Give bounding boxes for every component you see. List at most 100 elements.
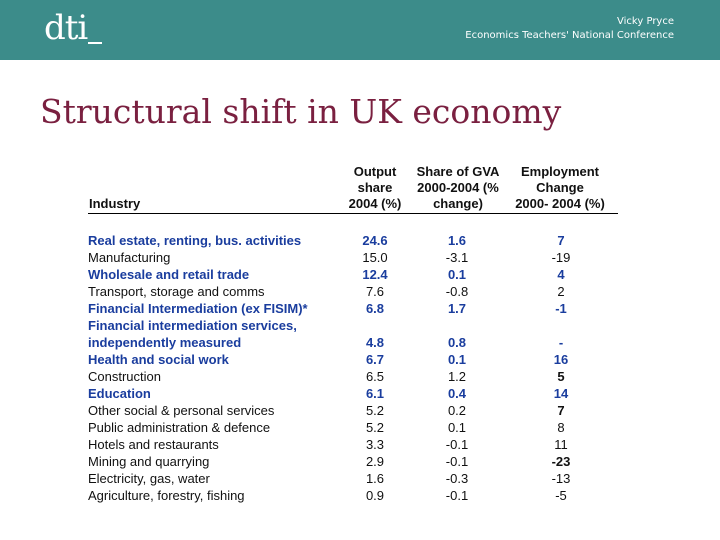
cell-employment-change [507, 317, 615, 334]
header-output-share: Output share 2004 (%) [342, 164, 408, 212]
cell-employment-change: - [558, 335, 564, 350]
header-meta: Vicky Pryce Economics Teachers' National… [465, 15, 674, 43]
cell-employment-change: 11 [554, 437, 568, 452]
table-row: Hotels and restaurants 3.3 -0.1 11 [88, 436, 618, 453]
cell-gva-change: 0.2 [447, 403, 467, 418]
cell-industry: Agriculture, forestry, fishing [88, 488, 245, 503]
event-name: Economics Teachers' National Conference [465, 30, 674, 41]
cell-employment-change: 4 [557, 267, 565, 282]
cell-industry: Electricity, gas, water [88, 471, 210, 486]
cell-industry: Mining and quarrying [88, 454, 210, 469]
cell-gva-change: 1.6 [447, 233, 467, 248]
cell-industry: Education [88, 386, 151, 401]
table-row: Public administration & defence 5.2 0.1 8 [88, 419, 618, 436]
cell-output-share: 12.4 [362, 267, 388, 282]
table-row: Financial intermediation services, [88, 317, 618, 334]
cell-gva-change: -0.1 [445, 437, 469, 452]
industry-table: Industry Output share 2004 (%) Share of … [88, 163, 618, 504]
cell-output-share: 5.2 [365, 403, 385, 418]
header-line: 2004 (%) [348, 196, 402, 211]
cell-output-share: 4.8 [365, 335, 385, 350]
cell-output-share: 0.9 [365, 488, 385, 503]
table-row: Manufacturing 15.0 -3.1 -19 [88, 249, 618, 266]
cell-employment-change: 16 [553, 352, 569, 367]
cell-industry: Hotels and restaurants [88, 437, 219, 452]
cell-employment-change: -1 [555, 301, 567, 316]
table-row: Transport, storage and comms 7.6 -0.8 2 [88, 283, 618, 300]
cell-output-share: 2.9 [365, 454, 385, 469]
cell-employment-change: 5 [557, 369, 565, 384]
cell-industry: Construction [88, 369, 161, 384]
cell-output-share: 6.1 [365, 386, 385, 401]
cell-gva-change: -3.1 [445, 250, 469, 265]
cell-gva-change: 0.1 [447, 267, 467, 282]
table-header: Industry Output share 2004 (%) Share of … [88, 163, 618, 214]
cell-gva-change [407, 317, 507, 334]
cell-industry: Other social & personal services [88, 403, 275, 418]
cell-employment-change: -19 [551, 250, 571, 265]
table-row: independently measured 4.8 0.8 - [88, 334, 618, 351]
cell-gva-change: 0.4 [447, 386, 467, 401]
cell-employment-change: 14 [553, 386, 569, 401]
cell-employment-change: 7 [557, 233, 565, 248]
header-line: Share of GVA [416, 164, 500, 179]
header-employment-change: Employment Change 2000- 2004 (%) [506, 164, 614, 212]
header-industry: Industry [89, 196, 141, 211]
table-row: Agriculture, forestry, fishing 0.9 -0.1 -5 [88, 487, 618, 504]
cell-output-share: 1.6 [365, 471, 385, 486]
table-row: Construction 6.5 1.2 5 [88, 368, 618, 385]
cell-output-share: 24.6 [362, 233, 388, 248]
cell-gva-change: -0.1 [445, 488, 469, 503]
cell-industry: Wholesale and retail trade [88, 267, 250, 282]
cell-gva-change: -0.1 [445, 454, 469, 469]
cell-output-share: 7.6 [365, 284, 385, 299]
header-line: 2000-2004 (% [417, 180, 499, 195]
table-row: Health and social work 6.7 0.1 16 [88, 351, 618, 368]
cell-employment-change: -13 [551, 471, 571, 486]
slide-title: Structural shift in UK economy [40, 92, 562, 131]
cell-output-share: 6.8 [365, 301, 385, 316]
cell-employment-change: 7 [557, 403, 565, 418]
cell-industry: Financial Intermediation (ex FISIM)* [88, 301, 308, 316]
presenter-name: Vicky Pryce [617, 16, 674, 27]
table-row: Electricity, gas, water 1.6 -0.3 -13 [88, 470, 618, 487]
table-row: Real estate, renting, bus. activities 24.… [88, 232, 618, 249]
cell-output-share: 6.7 [365, 352, 385, 367]
cell-gva-change: 1.7 [447, 301, 467, 316]
header-line: 2000- 2004 (%) [515, 196, 605, 211]
logo-underline [88, 42, 102, 44]
cell-industry: Financial intermediation services, [88, 318, 297, 333]
cell-gva-change: 1.2 [447, 369, 467, 384]
table-row: Financial Intermediation (ex FISIM)* 6.8 1… [88, 300, 618, 317]
header-line: share [357, 180, 393, 195]
header-line: Employment [520, 164, 599, 179]
cell-gva-change: 0.8 [447, 335, 467, 350]
cell-industry: Health and social work [88, 352, 229, 367]
cell-industry: Manufacturing [88, 250, 171, 265]
cell-employment-change: 2 [557, 284, 565, 299]
cell-gva-change: 0.1 [447, 420, 467, 435]
cell-output-share: 15.0 [362, 250, 388, 265]
cell-employment-change: -5 [555, 488, 567, 503]
cell-output-share [343, 317, 407, 334]
header-line: Output [353, 164, 397, 179]
cell-employment-change: 8 [557, 420, 565, 435]
table-row: Wholesale and retail trade 12.4 0.1 4 [88, 266, 618, 283]
cell-output-share: 5.2 [365, 420, 385, 435]
table-row: Mining and quarrying 2.9 -0.1 -23 [88, 453, 618, 470]
cell-gva-change: -0.3 [445, 471, 469, 486]
cell-output-share: 3.3 [365, 437, 385, 452]
cell-gva-change: -0.8 [445, 284, 469, 299]
table-row: Other social & personal services 5.2 0.2 7 [88, 402, 618, 419]
header-line: Change [536, 180, 584, 195]
cell-output-share: 6.5 [365, 369, 385, 384]
cell-industry: Real estate, renting, bus. activities [88, 233, 302, 248]
cell-gva-change: 0.1 [447, 352, 467, 367]
cell-industry: Public administration & defence [88, 420, 271, 435]
cell-industry: independently measured [88, 335, 242, 350]
header-banner: dti Vicky Pryce Economics Teachers' Nati… [0, 0, 720, 60]
header-gva-share: Share of GVA 2000-2004 (% change) [410, 164, 506, 212]
table-row: Education 6.1 0.4 14 [88, 385, 618, 402]
table-body: Real estate, renting, bus. activities 24.… [88, 232, 618, 504]
cell-employment-change: -23 [551, 454, 571, 469]
